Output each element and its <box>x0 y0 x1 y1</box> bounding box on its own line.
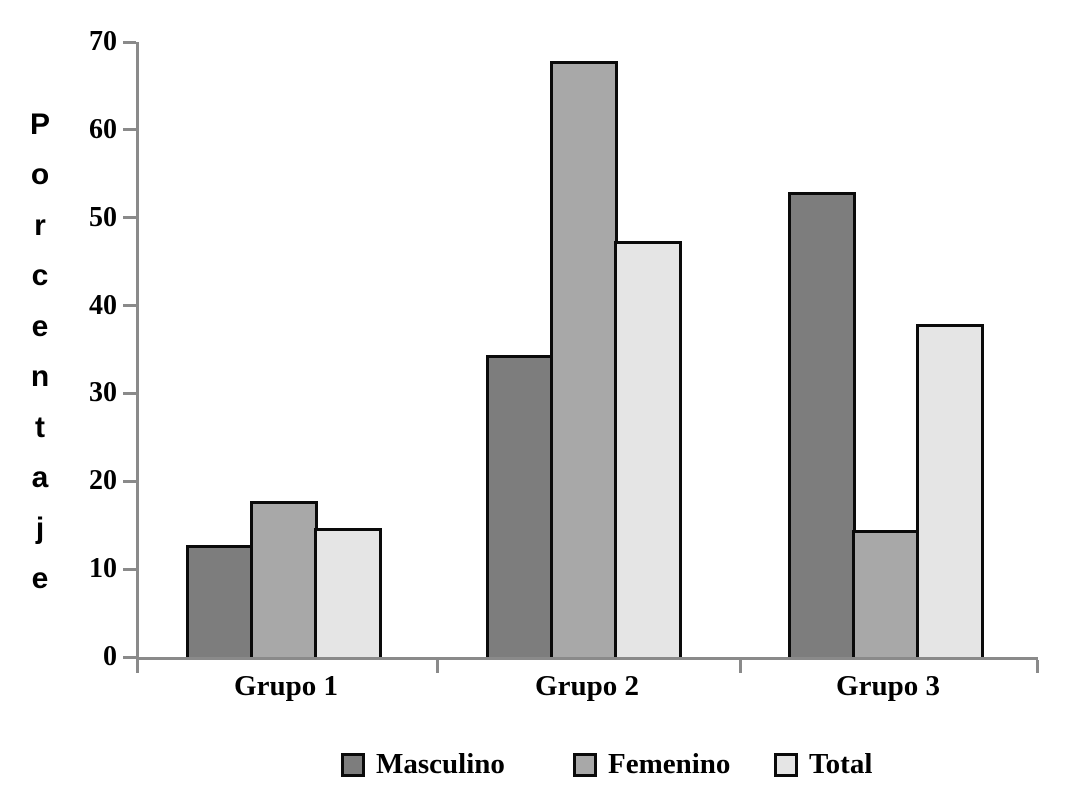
y-tick-label-70: 70 <box>89 26 117 57</box>
y-axis-title-letter: e <box>31 309 49 343</box>
plot-area: 0 10 20 30 40 50 60 70 Grupo 1 Grupo 2 Grupo 3 <box>89 27 1039 702</box>
y-tick-label-30: 30 <box>89 377 117 409</box>
y-axis-title-letter: r <box>34 208 46 242</box>
y-axis-line <box>136 42 139 660</box>
legend-item-masculino: Masculino <box>341 748 505 781</box>
y-tick-30 <box>123 391 136 395</box>
y-axis-title-letter: a <box>31 461 49 495</box>
x-tick-2 <box>738 660 742 673</box>
y-tick-label-60: 60 <box>89 113 117 145</box>
x-tick-0 <box>135 660 139 673</box>
bar-grupo-1-masculino <box>186 545 254 657</box>
y-tick-50 <box>123 216 136 220</box>
y-tick-10 <box>123 567 136 571</box>
x-axis-line <box>136 657 1038 660</box>
y-axis-title-letter: o <box>30 158 50 192</box>
legend-label-femenino: Femenino <box>608 748 731 780</box>
x-tick-3 <box>1035 660 1039 673</box>
y-axis-title-letter: e <box>31 561 49 595</box>
y-axis-title-letter: j <box>35 511 45 545</box>
y-tick-20 <box>123 479 136 483</box>
y-tick-0 <box>123 655 136 659</box>
y-tick-60 <box>123 128 136 132</box>
legend-label-total: Total <box>809 748 873 780</box>
category-label-grupo-3: Grupo 3 <box>836 670 940 702</box>
bar-grupo-2-masculino <box>486 355 554 657</box>
y-tick-label-20: 20 <box>89 465 117 497</box>
y-axis-title-letter: P <box>29 108 50 141</box>
bar-grupo-3-total <box>916 324 984 657</box>
legend-swatch-femenino <box>573 752 597 777</box>
y-axis-title-letter: c <box>31 259 49 293</box>
y-axis-title-letter: n <box>30 360 50 394</box>
y-tick-label-40: 40 <box>89 289 117 321</box>
y-axis-title-letter: t <box>35 410 45 444</box>
y-tick-label-50: 50 <box>89 201 117 233</box>
y-tick-70 <box>123 40 136 44</box>
bar-grupo-1-total <box>314 528 382 657</box>
legend-swatch-masculino <box>341 752 365 777</box>
legend-swatch-total <box>774 752 798 777</box>
legend-item-total: Total <box>774 748 872 781</box>
y-tick-label-0: 0 <box>103 641 117 672</box>
category-label-grupo-2: Grupo 2 <box>535 670 639 702</box>
legend: Masculino Femenino Total <box>0 748 1067 784</box>
legend-label-masculino: Masculino <box>376 748 505 780</box>
y-tick-40 <box>123 304 136 308</box>
y-tick-label-10: 10 <box>89 553 117 585</box>
legend-item-femenino: Femenino <box>573 748 730 781</box>
bar-grupo-3-femenino <box>852 530 920 657</box>
bar-grupo-1-femenino <box>250 501 318 657</box>
category-label-grupo-1: Grupo 1 <box>234 670 338 702</box>
x-tick-1 <box>435 660 439 673</box>
bar-grupo-3-masculino <box>788 192 856 657</box>
bar-grupo-2-total <box>614 241 682 657</box>
bar-grupo-2-femenino <box>550 61 618 657</box>
